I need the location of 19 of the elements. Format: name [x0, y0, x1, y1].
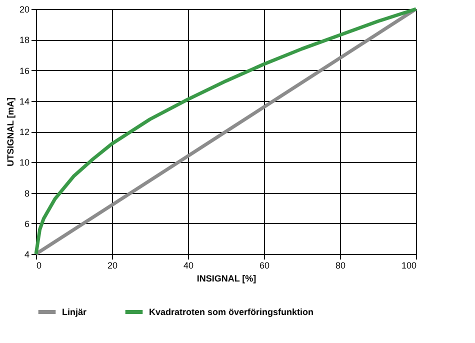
- y-tick-label: 14: [19, 96, 30, 106]
- legend-label: Linjär: [62, 307, 87, 317]
- y-tick-label: 16: [19, 66, 30, 76]
- y-tick-label: 12: [19, 127, 30, 137]
- legend-label: Kvadratroten som överföringsfunktion: [149, 307, 314, 317]
- x-tick-label: 0: [36, 260, 42, 270]
- y-tick-label: 6: [24, 218, 30, 229]
- y-tick-label: 20: [19, 4, 30, 14]
- y-tick-label: 8: [24, 188, 30, 198]
- x-tick-label: 40: [183, 260, 194, 270]
- x-tick-label: 60: [259, 260, 270, 270]
- y-axis-title: UTSIGNAL [mA]: [5, 98, 16, 166]
- x-tick-label: 20: [107, 260, 118, 270]
- y-tick-label: 4: [24, 250, 30, 260]
- x-axis-title: INSIGNAL [%]: [196, 274, 256, 284]
- x-tick-label: 80: [335, 260, 346, 270]
- y-tick-label: 10: [19, 158, 30, 168]
- y-tick-label: 18: [19, 35, 30, 46]
- x-tick-label: 100: [401, 260, 416, 270]
